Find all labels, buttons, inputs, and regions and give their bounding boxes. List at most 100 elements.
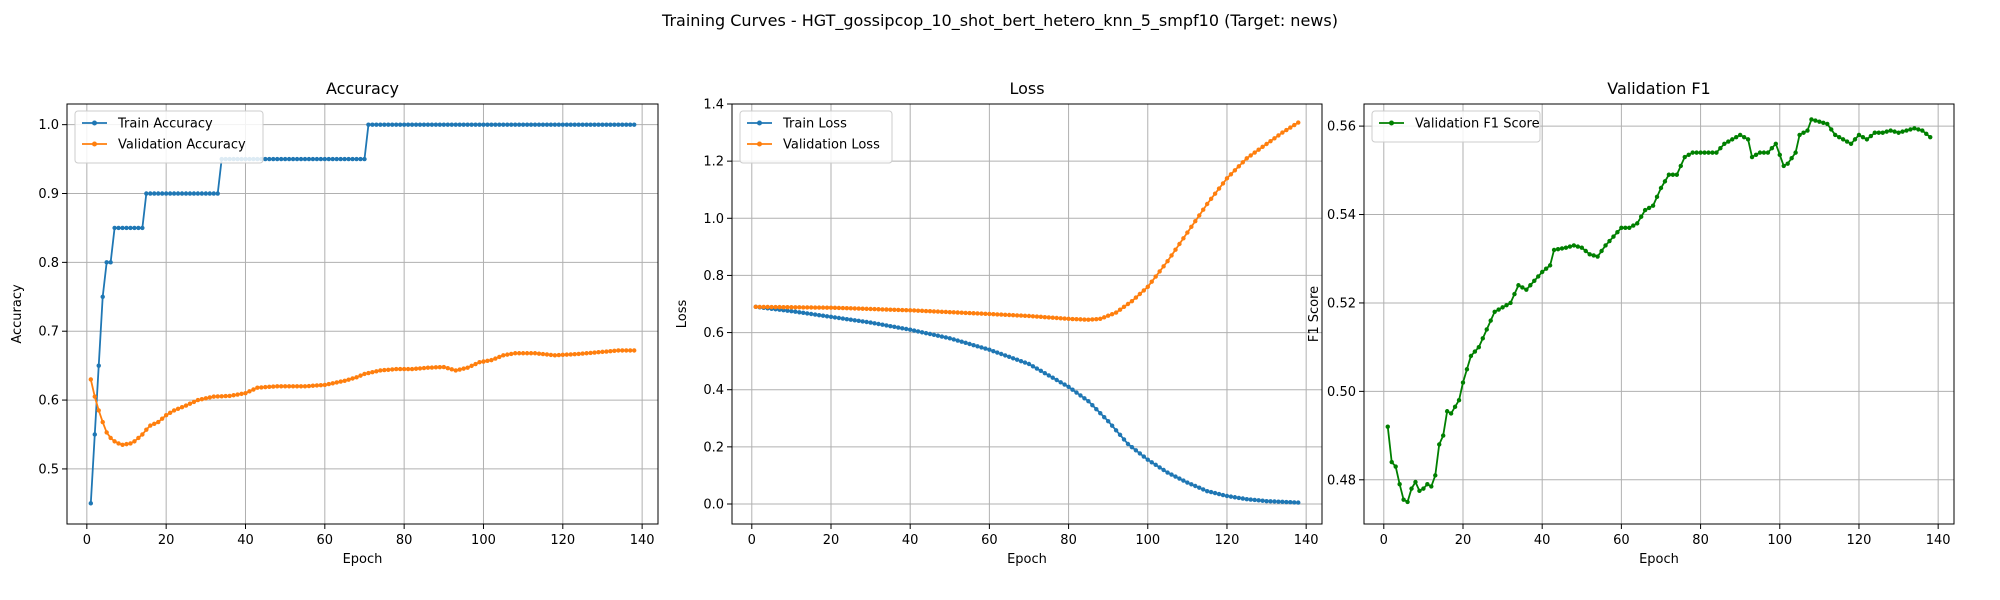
data-point [844, 316, 850, 322]
x-tick-label: 60 [1613, 533, 1630, 548]
data-point [528, 351, 534, 356]
data-point [231, 393, 236, 398]
y-tick-label: 0.2 [703, 440, 724, 455]
data-point [1543, 266, 1549, 271]
data-point [175, 191, 181, 196]
data-point [1781, 163, 1786, 169]
data-point [1437, 442, 1442, 447]
data-point [394, 366, 399, 372]
data-point [366, 370, 371, 376]
data-point [612, 122, 617, 127]
data-point [592, 122, 597, 127]
data-point [939, 309, 945, 314]
y-axis-label: Loss [675, 300, 690, 329]
data-point [628, 122, 633, 127]
data-point [477, 360, 482, 365]
data-point [987, 311, 992, 317]
data-point [560, 352, 566, 358]
data-point [409, 366, 415, 372]
data-point [876, 307, 881, 312]
data-point [1591, 253, 1596, 258]
legend-marker [1389, 120, 1394, 126]
data-point [1102, 414, 1107, 420]
data-point [1397, 482, 1402, 487]
data-point [346, 377, 351, 382]
y-tick-label: 1.2 [703, 155, 724, 170]
data-point [832, 315, 838, 320]
data-point [1658, 185, 1664, 191]
data-point [1042, 370, 1048, 376]
data-point [793, 309, 798, 314]
x-tick-label: 0 [83, 533, 91, 548]
data-point [520, 122, 526, 127]
data-point [441, 364, 447, 370]
data-point [1284, 499, 1289, 505]
data-point [624, 348, 629, 353]
data-point [505, 352, 510, 357]
data-point [1753, 152, 1759, 158]
data-point [927, 331, 933, 337]
data-point [132, 439, 137, 444]
data-point [1125, 301, 1131, 307]
data-point [904, 326, 909, 332]
data-point [923, 308, 929, 314]
data-point [628, 348, 633, 353]
data-point [215, 394, 220, 399]
data-point [1248, 497, 1253, 502]
y-tick-label: 0.50 [1327, 385, 1356, 400]
data-point [1121, 437, 1127, 442]
data-point [983, 311, 988, 317]
data-point [1244, 156, 1249, 161]
data-point [144, 191, 149, 196]
data-point [215, 191, 220, 196]
data-point [1532, 278, 1537, 284]
data-point [481, 359, 486, 364]
data-point [911, 308, 917, 313]
data-point [1109, 311, 1115, 317]
data-point [860, 319, 865, 324]
data-point [152, 191, 157, 196]
data-point [856, 318, 861, 324]
data-point [433, 365, 439, 370]
data-point [580, 351, 585, 356]
data-point [485, 122, 490, 127]
data-point [1046, 315, 1051, 320]
data-point [947, 336, 952, 341]
data-point [1066, 316, 1071, 322]
data-point [1133, 448, 1139, 453]
data-point [1010, 356, 1016, 361]
data-point [140, 432, 145, 437]
data-point [342, 156, 347, 162]
data-point [175, 406, 181, 411]
data-point [576, 122, 581, 127]
data-point [1666, 172, 1672, 177]
data-point [1551, 247, 1557, 253]
data-point [840, 316, 846, 321]
data-point [999, 312, 1004, 317]
data-point [156, 419, 161, 425]
data-point [785, 305, 790, 310]
legend-box [74, 110, 264, 164]
data-point [88, 501, 94, 506]
data-point [1599, 248, 1604, 254]
data-point [1876, 130, 1881, 135]
data-point [1583, 248, 1588, 254]
data-point [1817, 119, 1822, 124]
data-point [915, 329, 921, 334]
data-point [1547, 263, 1553, 268]
data-point [211, 191, 216, 196]
data-point [326, 156, 331, 162]
data-point [761, 304, 766, 310]
data-point [1216, 186, 1222, 191]
data-point [294, 156, 300, 162]
data-point [453, 122, 458, 127]
data-point [318, 382, 324, 388]
data-point [485, 358, 490, 364]
data-point [1026, 313, 1032, 319]
data-point [1003, 312, 1008, 317]
data-point [1749, 154, 1755, 160]
data-point [306, 156, 312, 162]
data-point [923, 330, 929, 336]
data-point [935, 333, 941, 338]
